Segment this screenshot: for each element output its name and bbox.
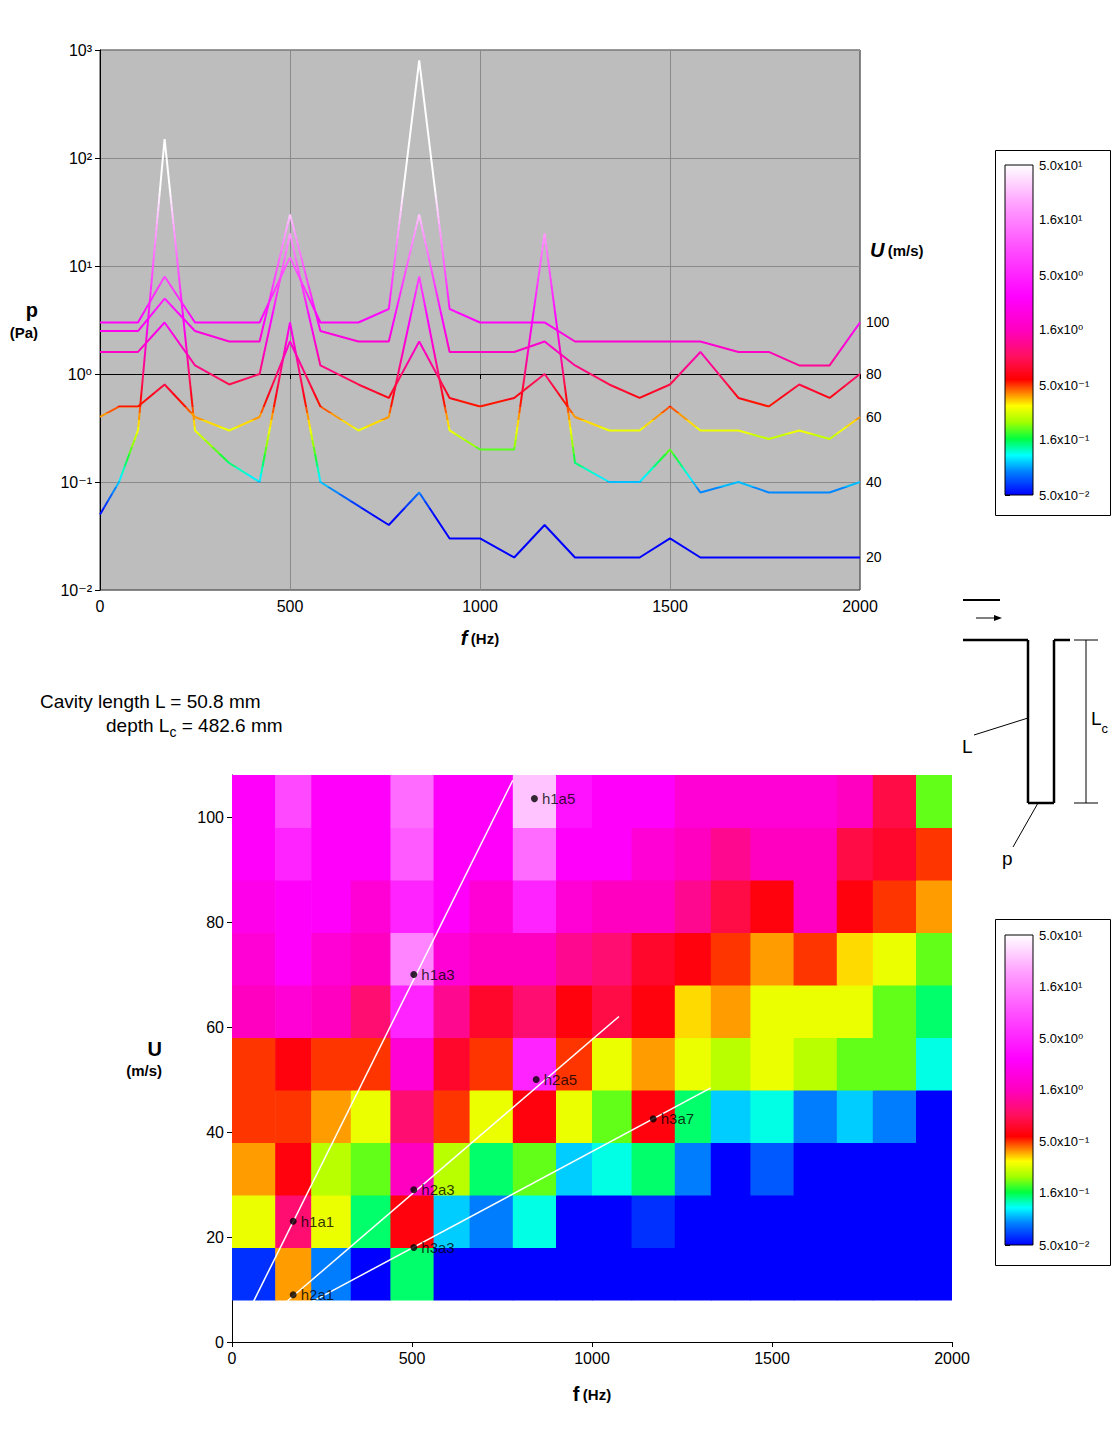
svg-text:0: 0 xyxy=(228,1350,237,1367)
svg-text:Lc: Lc xyxy=(1091,708,1109,736)
svg-text:80: 80 xyxy=(206,914,224,931)
svg-text:1.6x10⁰: 1.6x10⁰ xyxy=(1039,1082,1083,1097)
svg-text:10²: 10² xyxy=(69,150,93,167)
svg-text:f: f xyxy=(460,627,468,649)
svg-text:100: 100 xyxy=(197,809,224,826)
svg-text:500: 500 xyxy=(399,1350,426,1367)
svg-text:1500: 1500 xyxy=(652,598,688,615)
svg-text:5.0x10¹: 5.0x10¹ xyxy=(1039,158,1083,173)
svg-text:2000: 2000 xyxy=(842,598,878,615)
svg-text:1000: 1000 xyxy=(574,1350,610,1367)
svg-text:(Pa): (Pa) xyxy=(10,324,38,341)
svg-text:p: p xyxy=(1002,848,1013,869)
svg-text:(m/s): (m/s) xyxy=(888,242,924,259)
svg-text:60: 60 xyxy=(206,1019,224,1036)
svg-text:5.0x10⁰: 5.0x10⁰ xyxy=(1039,268,1083,283)
svg-text:80: 80 xyxy=(866,366,882,382)
svg-text:20: 20 xyxy=(206,1229,224,1246)
svg-text:(Hz): (Hz) xyxy=(471,630,499,647)
svg-text:1000: 1000 xyxy=(462,598,498,615)
svg-text:h3a7: h3a7 xyxy=(661,1110,694,1127)
svg-text:100: 100 xyxy=(866,314,890,330)
svg-text:1500: 1500 xyxy=(754,1350,790,1367)
svg-text:h2a1: h2a1 xyxy=(301,1286,334,1303)
html-text:Cavity length L = 50.8 mm: Cavity length L = 50.8 mm xyxy=(40,691,261,712)
svg-text:L: L xyxy=(962,736,973,757)
svg-text:60: 60 xyxy=(866,409,882,425)
svg-text:h1a5: h1a5 xyxy=(542,790,575,807)
svg-text:(m/s): (m/s) xyxy=(126,1062,162,1079)
svg-text:h2a5: h2a5 xyxy=(544,1071,577,1088)
svg-text:0: 0 xyxy=(215,1334,224,1351)
html-text:depth Lc= 482.6 mm: depth Lc= 482.6 mm xyxy=(106,715,283,740)
svg-text:10⁻¹: 10⁻¹ xyxy=(60,474,92,491)
svg-text:U: U xyxy=(148,1038,162,1060)
svg-text:40: 40 xyxy=(866,474,882,490)
svg-text:h3a3: h3a3 xyxy=(421,1239,454,1256)
svg-text:40: 40 xyxy=(206,1124,224,1141)
svg-text:20: 20 xyxy=(866,549,882,565)
svg-text:10³: 10³ xyxy=(69,42,93,59)
svg-text:1.6x10¹: 1.6x10¹ xyxy=(1039,212,1083,227)
svg-text:10⁰: 10⁰ xyxy=(68,366,92,383)
svg-text:p: p xyxy=(26,299,38,321)
svg-text:h1a1: h1a1 xyxy=(301,1213,334,1230)
svg-text:h2a3: h2a3 xyxy=(421,1181,454,1198)
svg-text:500: 500 xyxy=(277,598,304,615)
svg-text:5.0x10⁻¹: 5.0x10⁻¹ xyxy=(1039,1134,1090,1149)
svg-text:2000: 2000 xyxy=(934,1350,970,1367)
svg-text:f: f xyxy=(572,1383,580,1405)
svg-text:1.6x10⁻¹: 1.6x10⁻¹ xyxy=(1039,432,1090,447)
svg-text:5.0x10⁻¹: 5.0x10⁻¹ xyxy=(1039,378,1090,393)
svg-text:10⁻²: 10⁻² xyxy=(60,582,92,599)
svg-text:1.6x10⁰: 1.6x10⁰ xyxy=(1039,322,1083,337)
svg-text:U: U xyxy=(870,239,885,261)
svg-text:0: 0 xyxy=(96,598,105,615)
svg-text:1.6x10⁻¹: 1.6x10⁻¹ xyxy=(1039,1185,1090,1200)
svg-text:(Hz): (Hz) xyxy=(583,1386,611,1403)
svg-text:5.0x10¹: 5.0x10¹ xyxy=(1039,928,1083,943)
svg-text:5.0x10⁻²: 5.0x10⁻² xyxy=(1039,1238,1090,1253)
svg-text:10¹: 10¹ xyxy=(69,258,92,275)
svg-text:h1a3: h1a3 xyxy=(421,966,454,983)
svg-text:5.0x10⁰: 5.0x10⁰ xyxy=(1039,1031,1083,1046)
svg-text:5.0x10⁻²: 5.0x10⁻² xyxy=(1039,488,1090,503)
svg-text:1.6x10¹: 1.6x10¹ xyxy=(1039,979,1083,994)
